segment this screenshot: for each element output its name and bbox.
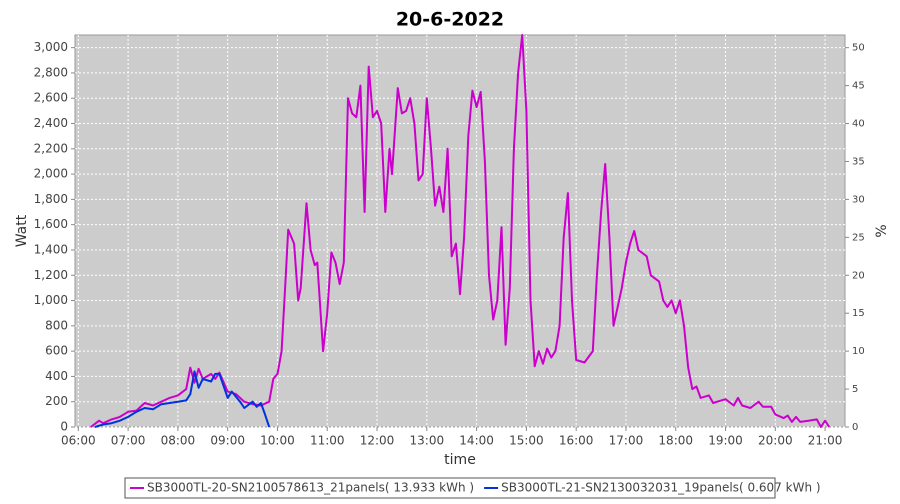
- x-tick-label: 07:00: [111, 434, 146, 448]
- x-tick-label: 06:00: [61, 434, 96, 448]
- y-tick-label: 400: [45, 369, 68, 383]
- y-tick-label: 2,200: [34, 141, 68, 155]
- x-tick-label: 13:00: [410, 434, 445, 448]
- x-axis-title: time: [444, 452, 476, 468]
- y-tick-label: 1,800: [34, 192, 68, 206]
- y2-tick-label: 25: [852, 232, 865, 243]
- y-tick-label: 2,400: [34, 116, 68, 130]
- x-tick-label: 12:00: [360, 434, 395, 448]
- plot-area: [74, 34, 846, 428]
- y-tick-label: 0: [60, 420, 68, 434]
- y-tick-label: 1,400: [34, 242, 68, 256]
- y-tick-label: 800: [45, 318, 68, 332]
- x-tick-label: 17:00: [609, 434, 644, 448]
- y2-tick-label: 5: [852, 384, 858, 395]
- y2-tick-label: 0: [852, 422, 858, 433]
- x-tick-label: 18:00: [658, 434, 693, 448]
- y2-tick-label: 45: [852, 81, 865, 92]
- legend-label: SB3000TL-20-SN2100578613_21panels( 13.93…: [147, 481, 474, 495]
- y-tick-label: 1,000: [34, 293, 68, 307]
- y-tick-label: 600: [45, 344, 68, 358]
- y2-tick-label: 40: [852, 119, 865, 130]
- chart-title: 20-6-2022: [396, 9, 504, 31]
- series-line: [94, 370, 271, 428]
- x-tick-label: 16:00: [559, 434, 594, 448]
- x-tick-label: 19:00: [708, 434, 743, 448]
- legend-label: SB3000TL-21-SN2130032031_19panels( 0.607…: [501, 481, 820, 495]
- y-tick-label: 1,600: [34, 217, 68, 231]
- x-tick-label: 20:00: [758, 434, 793, 448]
- y2-tick-label: 30: [852, 194, 865, 205]
- series-line: [90, 34, 831, 428]
- x-tick-label: 14:00: [459, 434, 494, 448]
- y-tick-label: 200: [45, 394, 68, 408]
- y-tick-label: 2,600: [34, 91, 68, 105]
- y2-tick-label: 35: [852, 156, 865, 167]
- y-axis-title: Watt: [14, 214, 30, 247]
- x-tick-label: 21:00: [808, 434, 843, 448]
- legend-box: [124, 477, 776, 499]
- y-tick-label: 2,800: [34, 65, 68, 79]
- x-tick-label: 09:00: [210, 434, 245, 448]
- x-tick-label: 11:00: [310, 434, 345, 448]
- y2-tick-label: 10: [852, 346, 865, 357]
- y2-axis-title: %: [874, 224, 890, 237]
- x-tick-label: 08:00: [161, 434, 196, 448]
- y-tick-label: 2,000: [34, 167, 68, 181]
- y-tick-label: 3,000: [34, 40, 68, 54]
- y-tick-label: 1,200: [34, 268, 68, 282]
- x-tick-label: 15:00: [509, 434, 544, 448]
- y2-tick-label: 15: [852, 308, 865, 319]
- x-tick-label: 10:00: [260, 434, 295, 448]
- y2-tick-label: 50: [852, 43, 865, 54]
- y2-tick-label: 20: [852, 270, 865, 281]
